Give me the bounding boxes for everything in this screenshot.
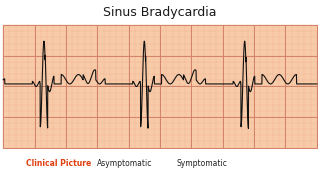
Text: Symptomatic: Symptomatic — [176, 159, 227, 168]
Text: Asymptomatic: Asymptomatic — [97, 159, 153, 168]
Text: Clinical Picture: Clinical Picture — [26, 159, 91, 168]
Text: Sinus Bradycardia: Sinus Bradycardia — [103, 6, 217, 19]
Bar — [3, 25, 317, 148]
